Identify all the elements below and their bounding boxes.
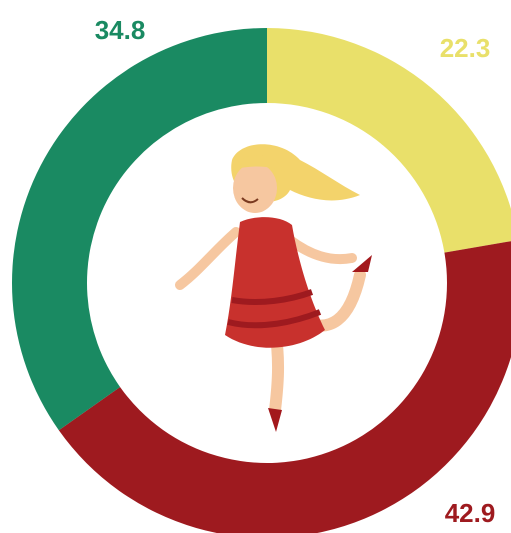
value-label: 42.9 (445, 498, 496, 528)
left-arm (180, 232, 236, 285)
value-label: 22.3 (440, 33, 491, 63)
donut-slice (12, 28, 267, 430)
chart: 22.3 42.9 34.8 (0, 0, 511, 533)
left-shoe (268, 408, 282, 432)
value-label: 34.8 (95, 15, 146, 45)
face (233, 163, 277, 213)
page: {"chart_data": {"type": "pie", "donut": … (0, 0, 511, 533)
right-arm (290, 240, 352, 259)
center-illustration (180, 144, 372, 432)
dress (225, 217, 325, 348)
